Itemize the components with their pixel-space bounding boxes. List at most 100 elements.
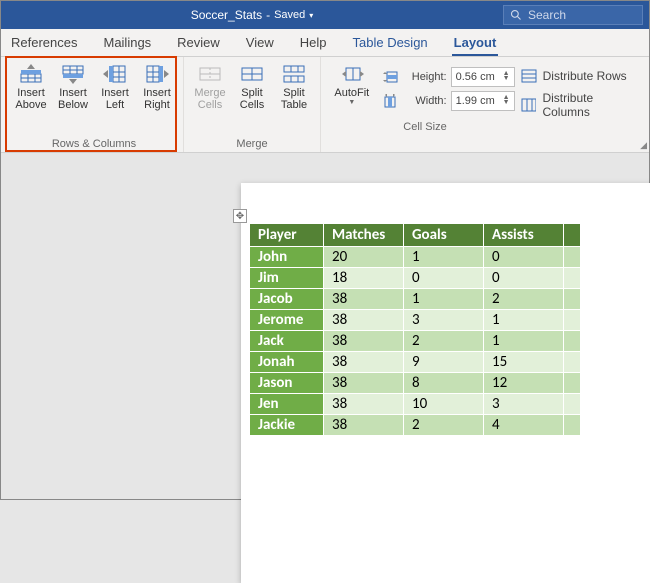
- cell-stub[interactable]: [564, 415, 581, 436]
- tab-help[interactable]: Help: [298, 31, 329, 56]
- distribute-rows-button[interactable]: Distribute Rows: [521, 69, 643, 83]
- cell-goals[interactable]: 10: [404, 394, 484, 415]
- group-label-cell-size: Cell Size: [327, 119, 643, 133]
- tab-mailings[interactable]: Mailings: [101, 31, 153, 56]
- tab-layout[interactable]: Layout: [452, 31, 499, 56]
- col-goals[interactable]: Goals: [404, 224, 484, 247]
- table-move-handle[interactable]: ✥: [233, 209, 247, 223]
- merge-cells-button: MergeCells: [190, 61, 230, 113]
- cell-assists[interactable]: 4: [484, 415, 564, 436]
- title-bar: Soccer_Stats - Saved ▾ Search: [1, 1, 649, 29]
- search-input[interactable]: Search: [503, 5, 643, 25]
- cell-goals[interactable]: 1: [404, 247, 484, 268]
- table-row[interactable]: Jacob3812: [250, 289, 581, 310]
- autofit-button[interactable]: AutoFit ▼: [327, 61, 377, 109]
- cell-assists[interactable]: 0: [484, 268, 564, 289]
- cell-player[interactable]: Jen: [250, 394, 324, 415]
- table-row[interactable]: Jackie3824: [250, 415, 581, 436]
- cell-matches[interactable]: 38: [324, 394, 404, 415]
- tab-references[interactable]: References: [9, 31, 79, 56]
- cell-goals[interactable]: 9: [404, 352, 484, 373]
- cell-goals[interactable]: 0: [404, 268, 484, 289]
- cell-player[interactable]: Jonah: [250, 352, 324, 373]
- cell-assists[interactable]: 0: [484, 247, 564, 268]
- rows-columns-launcher-icon[interactable]: ◢: [640, 140, 647, 151]
- cell-goals[interactable]: 2: [404, 415, 484, 436]
- col-player[interactable]: Player: [250, 224, 324, 247]
- cell-goals[interactable]: 1: [404, 289, 484, 310]
- cell-player[interactable]: Jim: [250, 268, 324, 289]
- cell-player[interactable]: Jacob: [250, 289, 324, 310]
- cell-assists[interactable]: 2: [484, 289, 564, 310]
- cell-player[interactable]: Jack: [250, 331, 324, 352]
- tab-table-design[interactable]: Table Design: [351, 31, 430, 56]
- cell-matches[interactable]: 38: [324, 289, 404, 310]
- document-title: Soccer_Stats - Saved ▾: [1, 8, 503, 22]
- spinner-arrows-icon[interactable]: ▲▼: [503, 72, 510, 82]
- cell-player[interactable]: Jackie: [250, 415, 324, 436]
- width-spinbox[interactable]: 1.99 cm ▲▼: [451, 91, 515, 111]
- table-row[interactable]: Jerome3831: [250, 310, 581, 331]
- cell-stub[interactable]: [564, 310, 581, 331]
- cell-goals[interactable]: 8: [404, 373, 484, 394]
- insert-below-icon: [61, 63, 85, 85]
- cell-matches[interactable]: 38: [324, 310, 404, 331]
- ribbon: InsertAbove InsertBelow InsertLeft Inser…: [1, 57, 649, 153]
- filename: Soccer_Stats: [191, 8, 262, 22]
- split-cells-button[interactable]: SplitCells: [232, 61, 272, 113]
- table-row[interactable]: Jason38812: [250, 373, 581, 394]
- split-table-icon: [282, 63, 306, 85]
- table-row[interactable]: Jonah38915: [250, 352, 581, 373]
- autofit-icon: [340, 63, 364, 85]
- cell-matches[interactable]: 20: [324, 247, 404, 268]
- cell-matches[interactable]: 18: [324, 268, 404, 289]
- cell-matches[interactable]: 38: [324, 373, 404, 394]
- cell-assists[interactable]: 15: [484, 352, 564, 373]
- group-label-rows-columns: Rows & Columns: [11, 136, 177, 150]
- table-row[interactable]: Jim1800: [250, 268, 581, 289]
- height-spinbox[interactable]: 0.56 cm ▲▼: [451, 67, 515, 87]
- cell-assists[interactable]: 3: [484, 394, 564, 415]
- cell-player[interactable]: Jerome: [250, 310, 324, 331]
- cell-stub[interactable]: [564, 289, 581, 310]
- tab-view[interactable]: View: [244, 31, 276, 56]
- soccer-stats-table[interactable]: Player Matches Goals Assists John2010Jim…: [249, 223, 581, 436]
- search-placeholder: Search: [528, 8, 566, 22]
- cell-goals[interactable]: 3: [404, 310, 484, 331]
- cell-stub[interactable]: [564, 331, 581, 352]
- cell-matches[interactable]: 38: [324, 352, 404, 373]
- cell-stub[interactable]: [564, 247, 581, 268]
- cell-assists[interactable]: 1: [484, 310, 564, 331]
- table-row[interactable]: Jen38103: [250, 394, 581, 415]
- column-width-control: Width: 1.99 cm ▲▼: [383, 91, 515, 111]
- split-table-button[interactable]: SplitTable: [274, 61, 314, 113]
- cell-goals[interactable]: 2: [404, 331, 484, 352]
- distribute-columns-icon: [521, 98, 537, 112]
- insert-above-button[interactable]: InsertAbove: [11, 61, 51, 113]
- cell-matches[interactable]: 38: [324, 331, 404, 352]
- insert-right-button[interactable]: InsertRight: [137, 61, 177, 113]
- title-dropdown-icon[interactable]: ▾: [309, 11, 313, 20]
- tab-review[interactable]: Review: [175, 31, 222, 56]
- cell-assists[interactable]: 1: [484, 331, 564, 352]
- col-matches[interactable]: Matches: [324, 224, 404, 247]
- distribute-columns-button[interactable]: Distribute Columns: [521, 91, 643, 119]
- spinner-arrows-icon[interactable]: ▲▼: [503, 96, 510, 106]
- cell-stub[interactable]: [564, 373, 581, 394]
- table-row[interactable]: John2010: [250, 247, 581, 268]
- col-stub[interactable]: [564, 224, 581, 247]
- insert-left-button[interactable]: InsertLeft: [95, 61, 135, 113]
- cell-player[interactable]: Jason: [250, 373, 324, 394]
- cell-assists[interactable]: 12: [484, 373, 564, 394]
- save-status: Saved: [274, 9, 305, 21]
- cell-stub[interactable]: [564, 394, 581, 415]
- cell-stub[interactable]: [564, 268, 581, 289]
- table-row[interactable]: Jack3821: [250, 331, 581, 352]
- cell-matches[interactable]: 38: [324, 415, 404, 436]
- col-assists[interactable]: Assists: [484, 224, 564, 247]
- cell-stub[interactable]: [564, 352, 581, 373]
- document-area: ✥ Player Matches Goals Assists John2010J…: [1, 153, 649, 499]
- cell-player[interactable]: John: [250, 247, 324, 268]
- merge-cells-icon: [198, 63, 222, 85]
- insert-below-button[interactable]: InsertBelow: [53, 61, 93, 113]
